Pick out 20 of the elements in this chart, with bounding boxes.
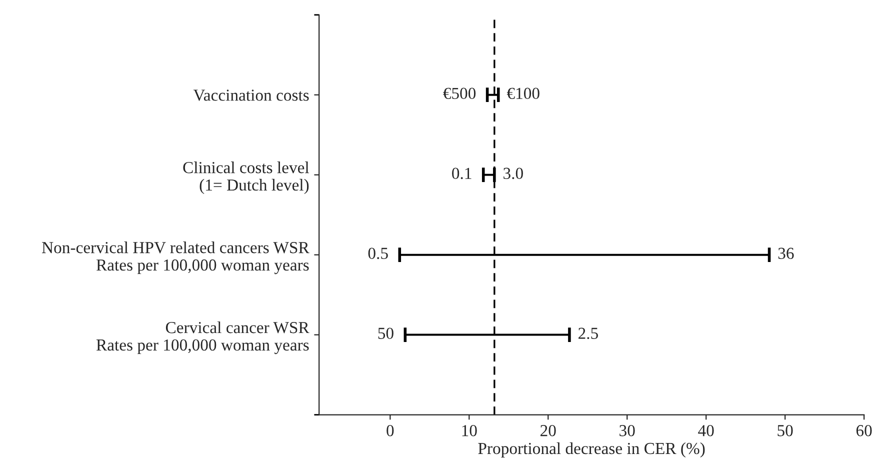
x-tick-label: 40 <box>698 424 714 436</box>
x-tick-label: 60 <box>856 424 872 436</box>
annotation: 0.1 <box>452 168 472 180</box>
annotation: 0.5 <box>368 248 388 260</box>
annotation: 36 <box>778 248 794 259</box>
x-axis-title: Proportional decrease in CER (%) <box>478 442 705 458</box>
y-tick-label: Vaccination costs <box>193 90 309 101</box>
annotation: €100 <box>506 88 540 100</box>
x-tick-label: 10 <box>462 424 477 436</box>
y-tick-label: Clinical costs level (1= Dutch level) <box>183 162 310 194</box>
annotation: 3.0 <box>504 168 523 180</box>
annotation: 50 <box>378 328 394 339</box>
x-tick-label: 0 <box>386 424 394 436</box>
x-tick-label: 30 <box>620 424 635 436</box>
annotation: 2.5 <box>578 328 598 340</box>
y-tick-label: Non-cervical HPV related cancers WSR Rates per 100,000 woman years <box>42 242 310 274</box>
y-tick-label: Cervical cancer WSR Rates per 100,000 woman years <box>96 321 310 354</box>
x-tick-label: 20 <box>540 424 556 436</box>
x-tick-label: 50 <box>778 424 793 436</box>
annotation: €500 <box>443 88 476 100</box>
